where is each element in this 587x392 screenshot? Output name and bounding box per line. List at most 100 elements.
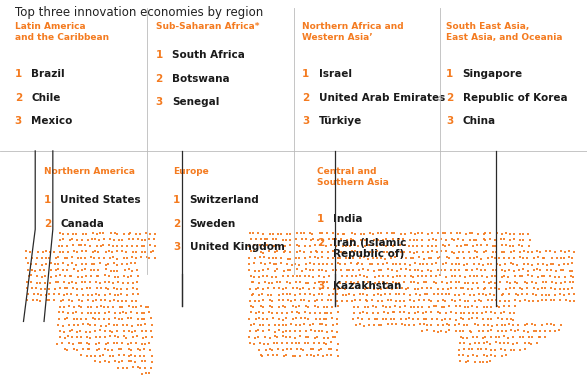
Point: [342, 243, 351, 249]
Point: [55, 303, 65, 310]
Point: [387, 249, 396, 255]
Point: [140, 310, 149, 316]
Point: [420, 291, 429, 297]
Point: [350, 304, 359, 310]
Point: [269, 352, 278, 359]
Point: [349, 267, 358, 273]
Point: [497, 352, 506, 359]
Point: [317, 346, 326, 352]
Point: [142, 254, 151, 260]
Point: [101, 322, 110, 328]
Point: [288, 316, 298, 322]
Point: [322, 279, 332, 285]
Point: [482, 339, 491, 346]
Point: [499, 249, 508, 255]
Point: [101, 266, 110, 272]
Point: [519, 328, 529, 335]
Point: [373, 298, 383, 304]
Point: [118, 322, 127, 328]
Point: [390, 230, 399, 236]
Point: [356, 272, 365, 278]
Point: [104, 242, 113, 249]
Point: [96, 230, 105, 236]
Point: [112, 321, 122, 328]
Point: [85, 285, 95, 291]
Point: [363, 310, 372, 316]
Point: [437, 328, 446, 334]
Point: [146, 328, 156, 334]
Point: [55, 236, 65, 243]
Point: [473, 310, 482, 316]
Point: [515, 347, 524, 353]
Point: [505, 237, 514, 243]
Point: [150, 231, 160, 237]
Point: [93, 242, 102, 249]
Point: [463, 261, 472, 267]
Point: [390, 309, 399, 316]
Point: [274, 316, 284, 322]
Point: [469, 280, 478, 286]
Point: [413, 249, 422, 255]
Point: [258, 285, 268, 292]
Point: [313, 304, 322, 310]
Point: [514, 267, 524, 273]
Point: [442, 321, 451, 327]
Point: [495, 340, 505, 347]
Point: [287, 261, 296, 268]
Point: [121, 249, 130, 255]
Point: [129, 364, 138, 370]
Point: [343, 273, 352, 279]
Point: [137, 310, 146, 316]
Point: [318, 261, 328, 267]
Point: [296, 297, 306, 303]
Point: [246, 309, 255, 315]
Point: [486, 285, 495, 291]
Point: [131, 340, 140, 347]
Point: [272, 352, 282, 358]
Point: [114, 279, 123, 285]
Point: [60, 316, 69, 322]
Point: [388, 309, 397, 316]
Point: [322, 316, 331, 322]
Point: [140, 365, 150, 371]
Point: [62, 315, 71, 321]
Point: [302, 280, 311, 286]
Point: [131, 255, 141, 261]
Point: [360, 243, 369, 249]
Point: [531, 291, 540, 298]
Point: [531, 322, 540, 328]
Point: [471, 237, 481, 243]
Point: [400, 291, 409, 298]
Point: [95, 292, 104, 298]
Point: [416, 321, 425, 327]
Point: [484, 328, 493, 334]
Point: [395, 261, 404, 267]
Point: [440, 304, 449, 310]
Point: [100, 334, 110, 340]
Point: [461, 303, 470, 310]
Point: [510, 303, 519, 309]
Point: [63, 242, 72, 249]
Point: [361, 297, 370, 303]
Point: [55, 316, 64, 322]
Point: [389, 242, 399, 248]
Point: [279, 321, 288, 328]
Point: [468, 315, 477, 321]
Point: [306, 249, 316, 255]
Point: [494, 285, 504, 292]
Point: [117, 248, 127, 254]
Point: [56, 298, 65, 304]
Point: [294, 310, 303, 316]
Point: [351, 231, 360, 237]
Point: [281, 322, 291, 328]
Point: [254, 315, 264, 321]
Point: [96, 303, 106, 310]
Point: [37, 292, 46, 298]
Point: [378, 272, 387, 279]
Point: [295, 243, 304, 249]
Point: [274, 322, 284, 328]
Point: [279, 303, 288, 309]
Point: [112, 248, 122, 254]
Point: [464, 316, 474, 323]
Point: [126, 315, 136, 321]
